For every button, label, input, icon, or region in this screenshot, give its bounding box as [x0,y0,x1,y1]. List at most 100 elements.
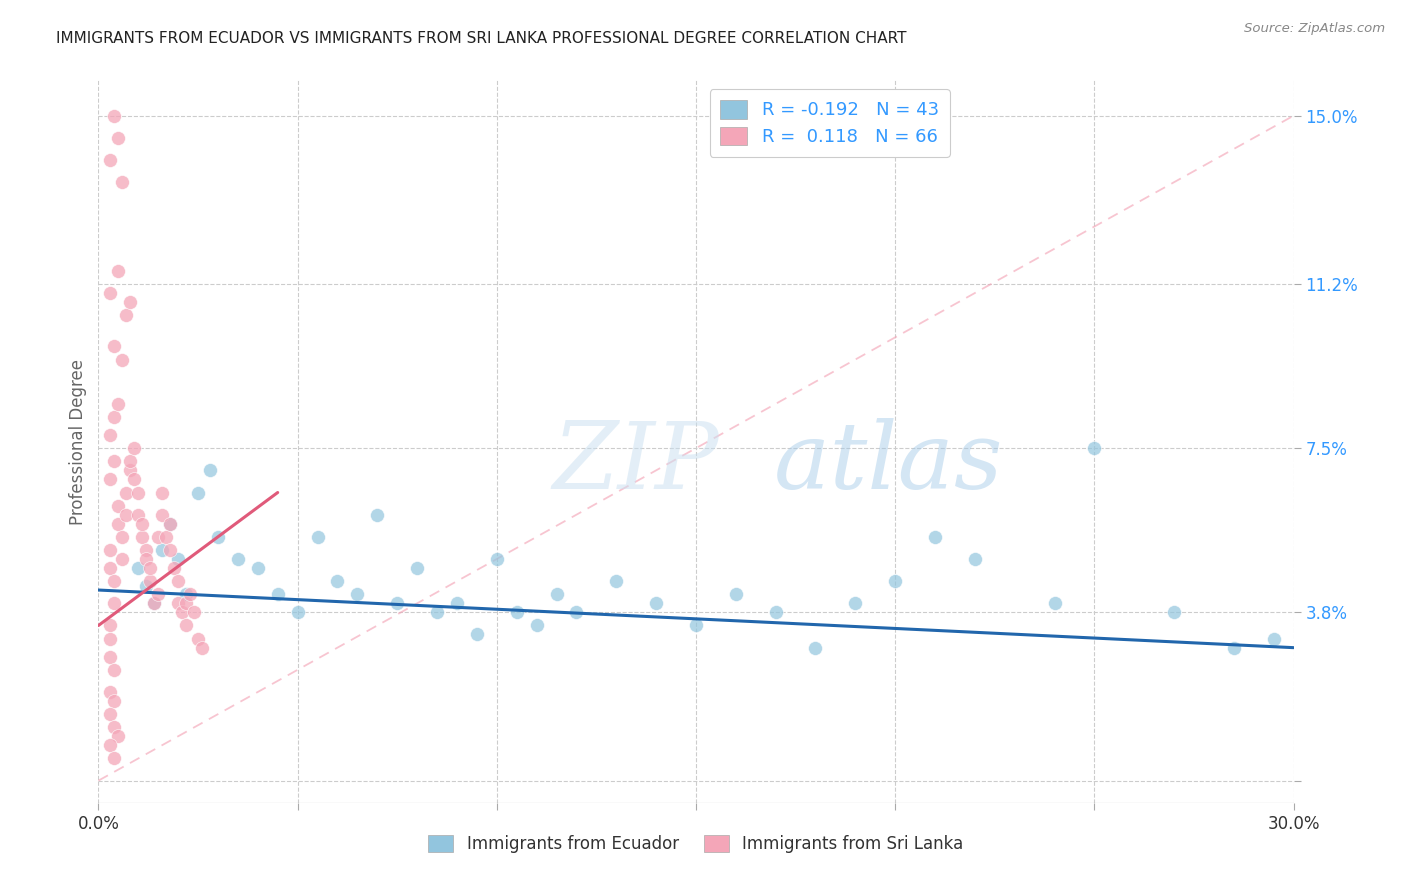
Point [107,729,129,743]
Point [98,561,122,575]
Point [107,131,129,145]
Point [183,605,205,619]
Point [1223,640,1246,655]
Legend: Immigrants from Ecuador, Immigrants from Sri Lanka: Immigrants from Ecuador, Immigrants from… [422,828,970,860]
Point [98,618,122,632]
Text: atlas: atlas [773,418,1002,508]
Point [207,530,229,544]
Point [1163,605,1185,619]
Point [111,352,134,367]
Point [127,561,149,575]
Point [139,561,162,575]
Point [111,552,134,566]
Point [159,516,181,531]
Point [148,530,170,544]
Text: ZIP: ZIP [553,418,720,508]
Point [159,516,181,531]
Point [103,596,125,610]
Point [120,454,142,468]
Point [163,561,186,575]
Point [107,516,129,531]
Point [127,485,149,500]
Point [167,596,190,610]
Point [155,530,177,544]
Point [120,463,142,477]
Point [98,472,122,486]
Point [287,605,309,619]
Point [346,587,368,601]
Point [98,649,122,664]
Point [98,543,122,558]
Point [103,663,125,677]
Y-axis label: Professional Degree: Professional Degree [69,359,87,524]
Point [485,552,508,566]
Point [98,738,122,752]
Point [267,587,290,601]
Point [124,472,146,486]
Point [645,596,668,610]
Point [1083,441,1105,455]
Point [179,587,201,601]
Point [724,587,747,601]
Point [98,153,122,167]
Point [143,596,166,610]
Point [526,618,548,632]
Point [884,574,907,589]
Point [124,441,146,455]
Point [98,707,122,722]
Point [115,508,138,522]
Point [765,605,787,619]
Point [135,579,157,593]
Point [135,543,157,558]
Point [546,587,568,601]
Point [174,587,197,601]
Point [226,552,249,566]
Point [506,605,529,619]
Point [446,596,468,610]
Point [1043,596,1066,610]
Point [115,308,138,322]
Point [107,397,129,411]
Point [103,109,125,123]
Point [326,574,349,589]
Point [844,596,866,610]
Point [685,618,707,632]
Point [103,721,125,735]
Point [131,530,153,544]
Point [143,596,166,610]
Point [150,508,173,522]
Point [98,685,122,699]
Point [159,543,181,558]
Point [605,574,627,589]
Point [98,632,122,646]
Point [103,410,125,425]
Point [103,574,125,589]
Point [198,463,221,477]
Point [127,508,149,522]
Point [98,286,122,301]
Point [191,640,214,655]
Point [565,605,588,619]
Point [103,751,125,765]
Point [150,543,173,558]
Point [172,605,194,619]
Point [98,428,122,442]
Point [366,508,388,522]
Point [111,530,134,544]
Point [385,596,409,610]
Point [107,499,129,513]
Point [187,485,209,500]
Point [167,552,190,566]
Text: IMMIGRANTS FROM ECUADOR VS IMMIGRANTS FROM SRI LANKA PROFESSIONAL DEGREE CORRELA: IMMIGRANTS FROM ECUADOR VS IMMIGRANTS FR… [56,31,907,46]
Point [103,339,125,353]
Point [465,627,488,641]
Point [148,587,170,601]
Point [115,485,138,500]
Point [139,574,162,589]
Point [107,264,129,278]
Point [187,632,209,646]
Text: Source: ZipAtlas.com: Source: ZipAtlas.com [1244,22,1385,36]
Point [150,485,173,500]
Point [174,596,197,610]
Point [804,640,827,655]
